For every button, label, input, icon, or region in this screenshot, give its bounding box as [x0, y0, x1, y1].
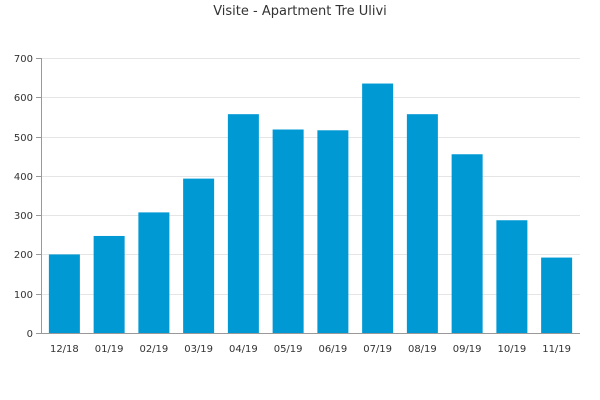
- axes: [41, 58, 580, 334]
- y-tick-labels: 0 100 200 300 400 500 600 700: [14, 54, 41, 340]
- x-tick-label: 08/19: [408, 344, 437, 355]
- gridlines: [41, 58, 580, 295]
- y-tick-label: 600: [14, 93, 33, 104]
- y-tick-label: 700: [14, 54, 33, 65]
- bar-12-18[interactable]: [48, 254, 80, 333]
- bar-04-19[interactable]: [227, 114, 259, 334]
- y-tick-label: 300: [14, 211, 33, 222]
- y-tick-label: 100: [14, 290, 33, 301]
- bar-05-19[interactable]: [272, 129, 304, 334]
- x-tick-label: 11/19: [542, 344, 571, 355]
- bar-06-19[interactable]: [317, 130, 349, 333]
- x-tick-labels: 12/18 01/19 02/19 03/19 04/19 05/19 06/19 07/19…: [50, 344, 571, 355]
- bars: [48, 83, 573, 334]
- y-tick-label: 0: [27, 329, 33, 340]
- chart-title: Visite - Apartment Tre Ulivi: [213, 4, 387, 19]
- x-tick-label: 06/19: [318, 344, 347, 355]
- y-tick-label: 400: [14, 172, 33, 183]
- y-tick-label: 200: [14, 250, 33, 261]
- x-tick-label: 02/19: [139, 344, 168, 355]
- x-tick-label: 12/18: [50, 344, 79, 355]
- bar-07-19[interactable]: [362, 83, 394, 333]
- bar-01-19[interactable]: [93, 235, 125, 333]
- x-tick-label: 10/19: [497, 344, 526, 355]
- bar-08-19[interactable]: [406, 114, 438, 334]
- bar-10-19[interactable]: [496, 220, 528, 333]
- y-tick-label: 500: [14, 133, 33, 144]
- x-tick-label: 05/19: [274, 344, 303, 355]
- x-tick-label: 03/19: [184, 344, 213, 355]
- x-tick-label: 04/19: [229, 344, 258, 355]
- bar-03-19[interactable]: [183, 178, 215, 333]
- x-tick-label: 07/19: [363, 344, 392, 355]
- bar-11-19[interactable]: [541, 257, 573, 333]
- bar-09-19[interactable]: [451, 154, 483, 333]
- x-tick-label: 01/19: [95, 344, 124, 355]
- x-tick-label: 09/19: [453, 344, 482, 355]
- bar-02-19[interactable]: [138, 212, 170, 333]
